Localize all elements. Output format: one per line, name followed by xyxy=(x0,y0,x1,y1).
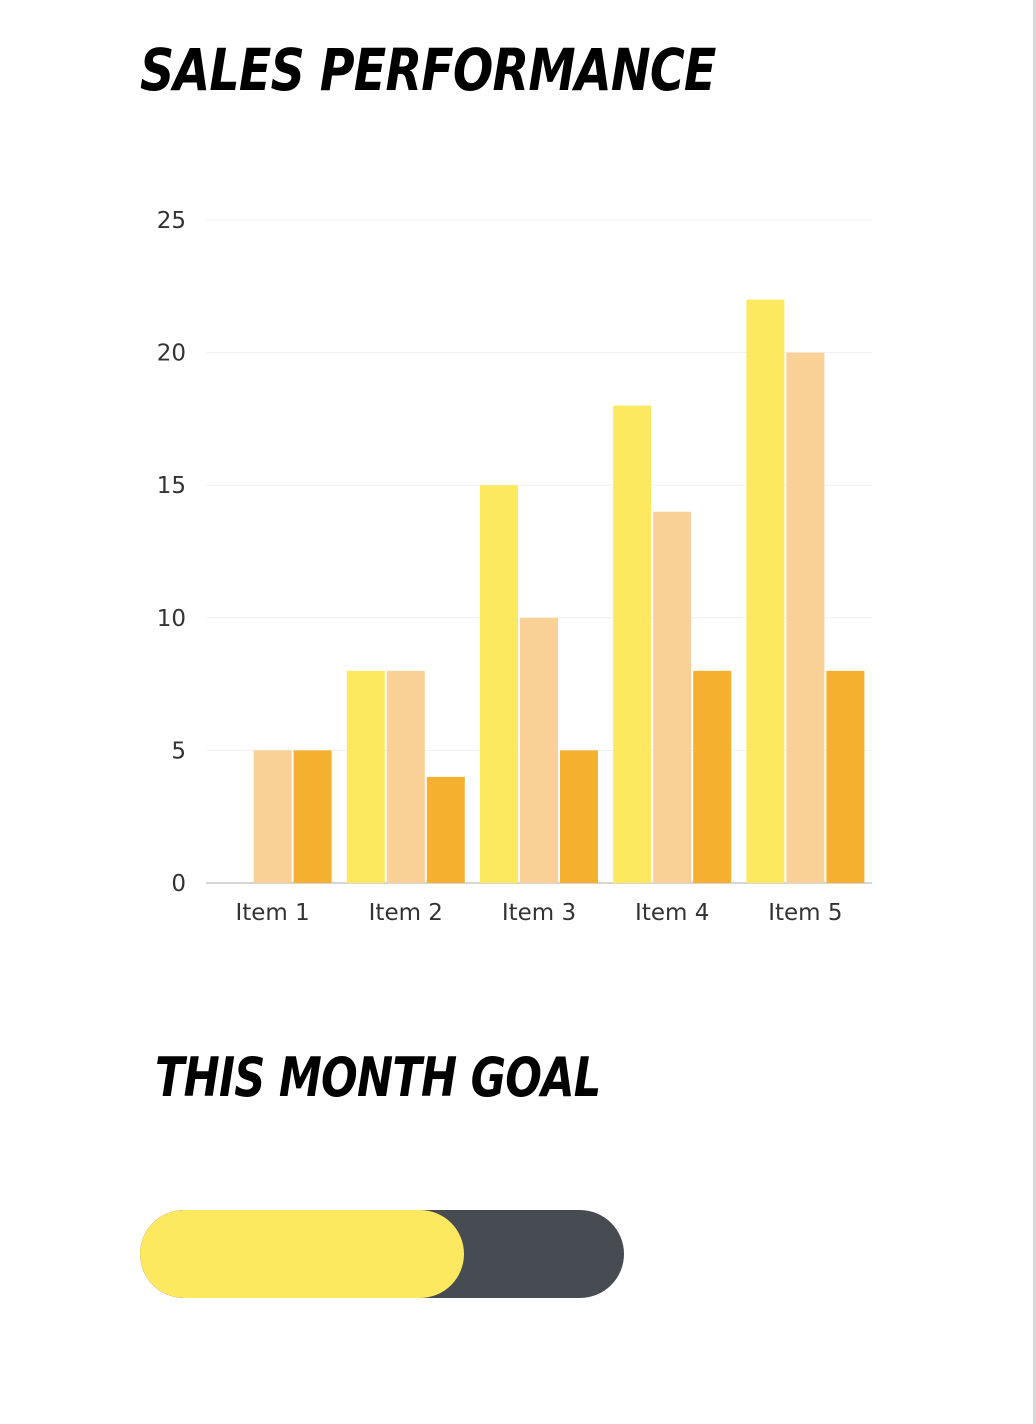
y-tick-label: 10 xyxy=(157,606,186,632)
x-tick-label: Item 1 xyxy=(235,900,309,926)
bar xyxy=(426,776,465,883)
page-title: SALES PERFORMANCE xyxy=(140,36,716,104)
y-tick-label: 25 xyxy=(157,208,186,234)
bar xyxy=(746,299,785,883)
bar xyxy=(613,405,652,883)
bar xyxy=(693,670,732,883)
bar xyxy=(253,750,292,883)
bar xyxy=(653,511,692,883)
bar xyxy=(480,485,518,883)
bar xyxy=(346,670,385,883)
bars xyxy=(253,299,865,884)
bar xyxy=(293,750,332,883)
bar xyxy=(560,750,598,883)
x-tick-label: Item 5 xyxy=(768,900,842,926)
y-tick-label: 15 xyxy=(157,473,186,499)
y-tick-label: 20 xyxy=(157,341,186,367)
bar xyxy=(786,352,825,884)
bar xyxy=(386,670,425,883)
bar xyxy=(520,617,558,883)
goal-progress-bar xyxy=(140,1210,624,1298)
y-tick-label: 0 xyxy=(171,871,186,897)
goal-progress-fill xyxy=(140,1210,465,1298)
goal-title: THIS MONTH GOAL xyxy=(155,1046,601,1109)
y-axis-ticks: 0 5 10 15 20 25 xyxy=(157,208,186,897)
x-tick-label: Item 3 xyxy=(502,900,576,926)
x-axis-labels: Item 1 Item 2 Item 3 Item 4 Item 5 xyxy=(235,900,842,926)
bar xyxy=(826,670,865,883)
page-edge xyxy=(1033,0,1036,1424)
x-tick-label: Item 2 xyxy=(369,900,443,926)
y-tick-label: 5 xyxy=(171,738,186,764)
x-tick-label: Item 4 xyxy=(635,900,709,926)
